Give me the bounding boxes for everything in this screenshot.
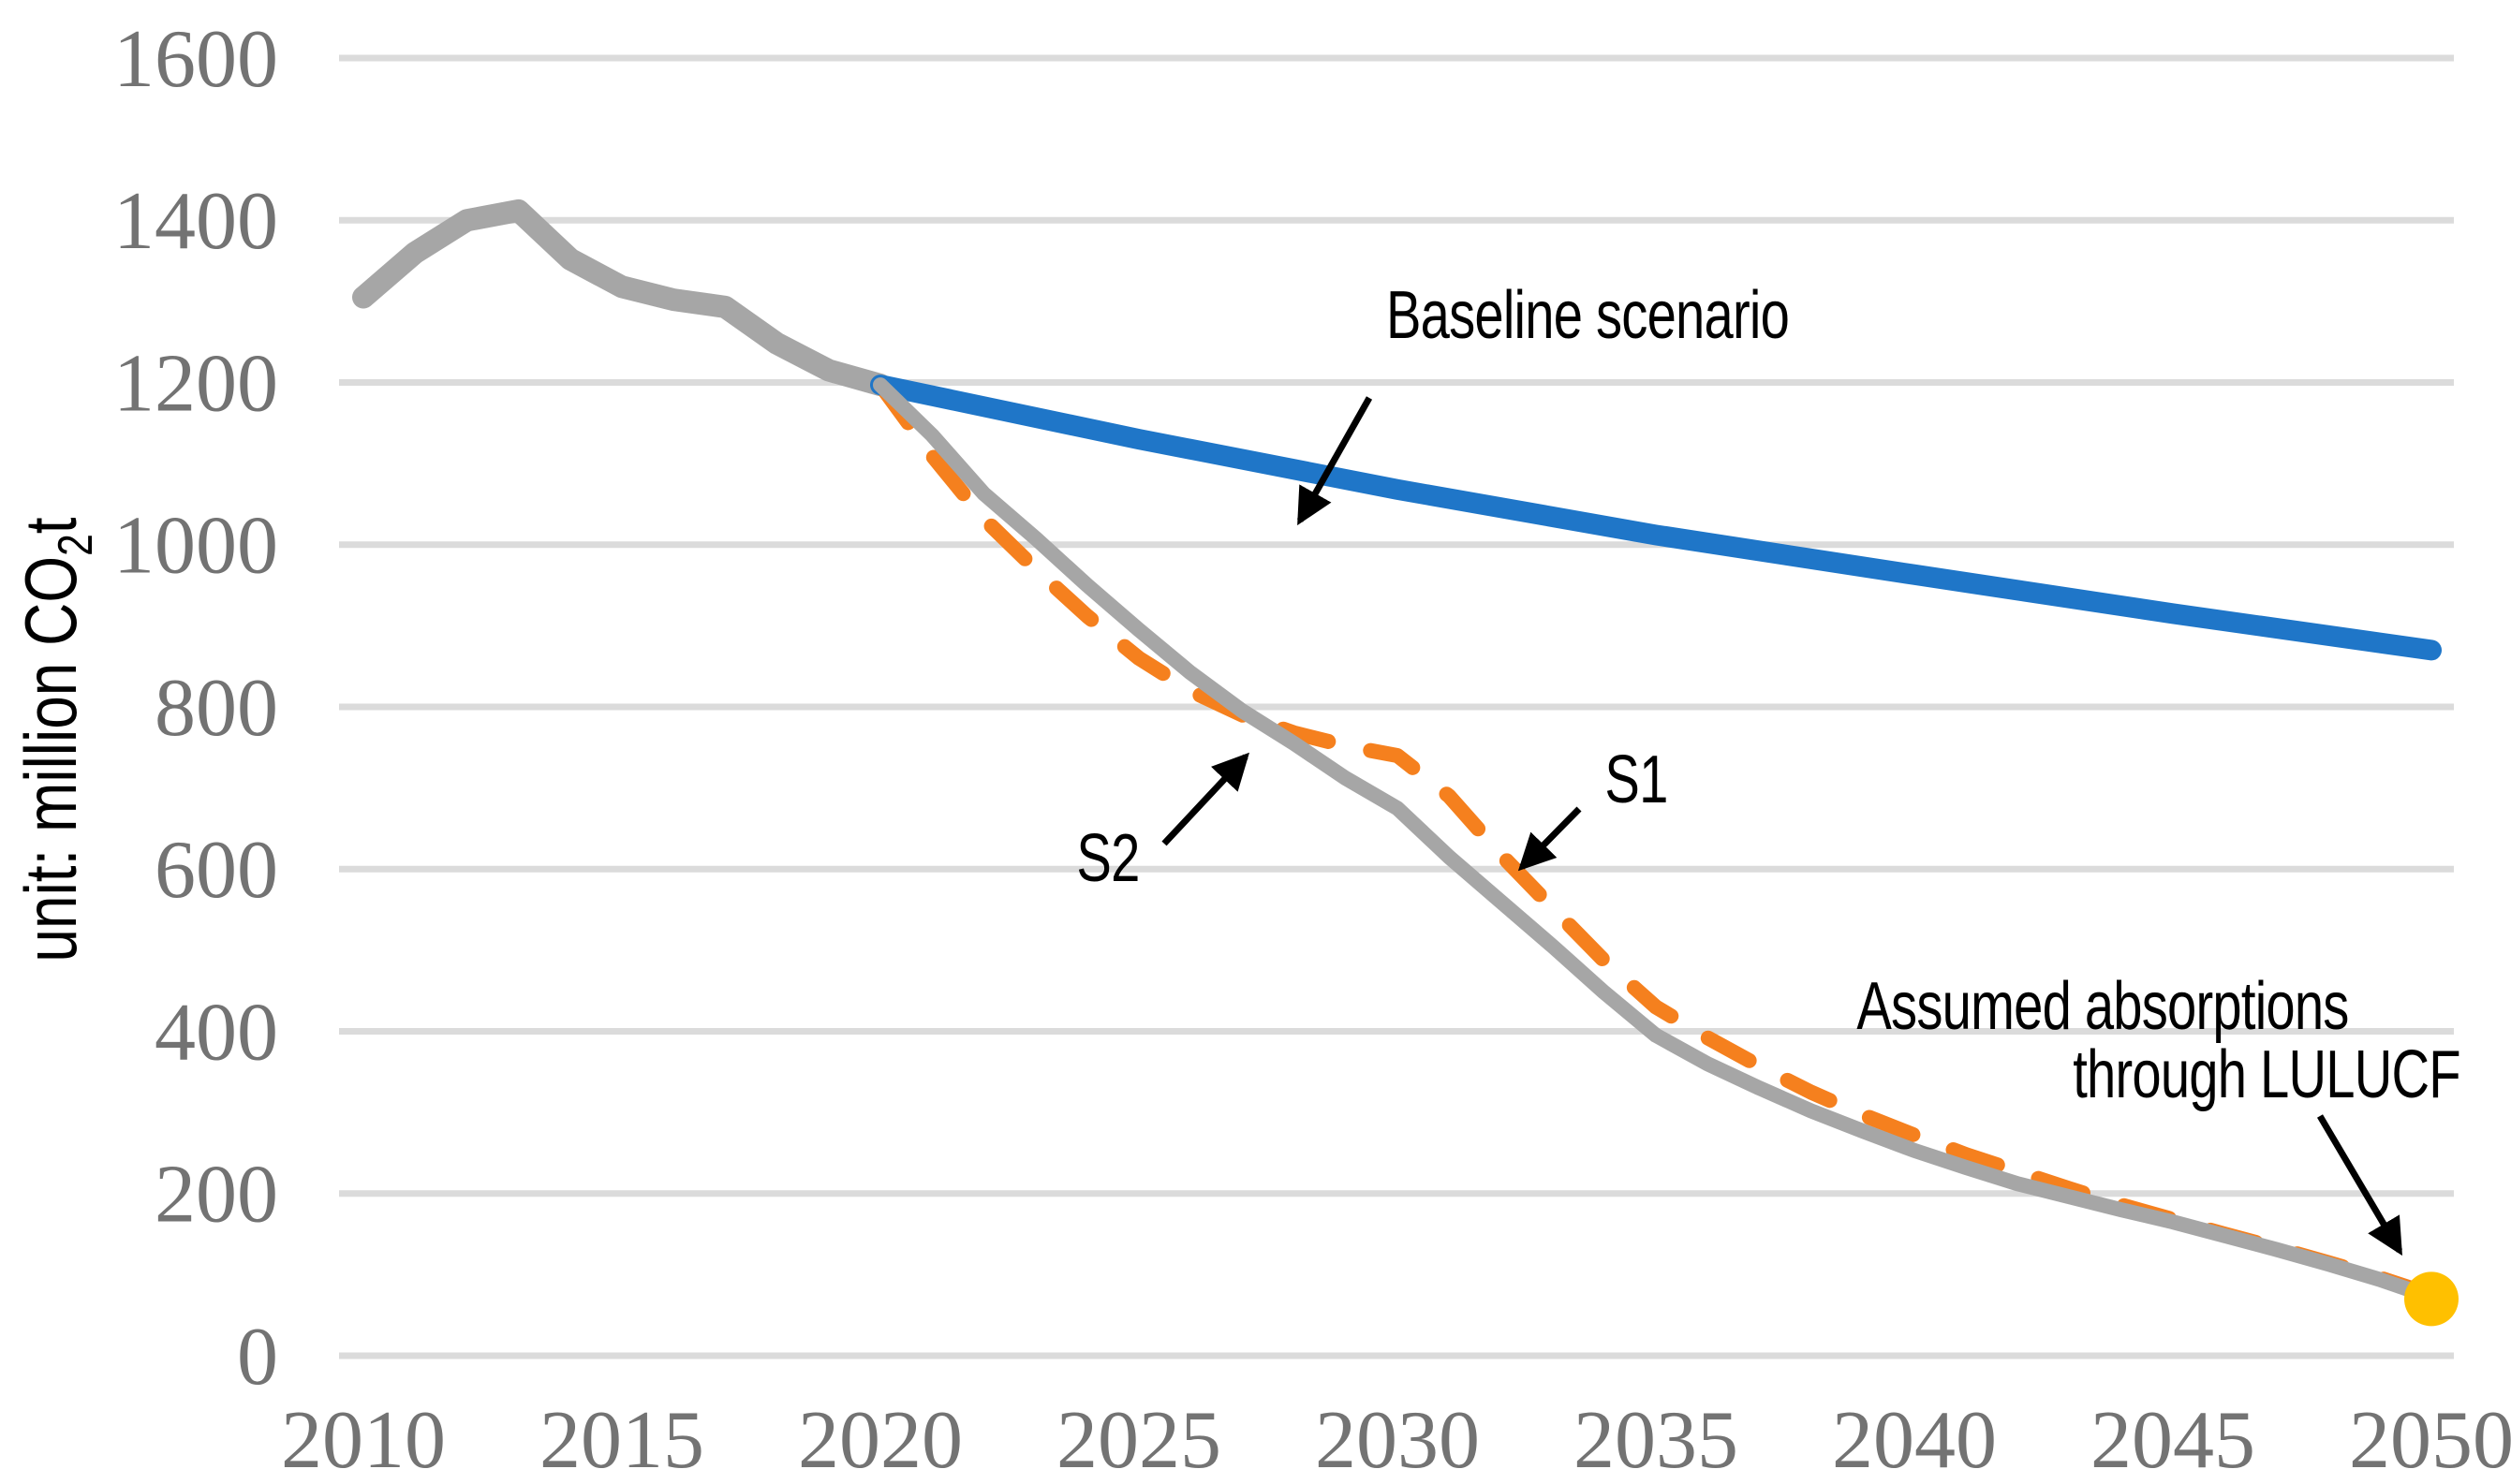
lulucf-point — [2404, 1271, 2459, 1327]
lulucf-arrow — [2316, 1114, 2403, 1256]
s2-arrow — [1161, 752, 1250, 846]
s1-label: S1 — [1604, 742, 1668, 817]
annotation-arrows — [1161, 396, 2403, 1256]
y-axis-title-subscript: 2 — [48, 534, 103, 556]
y-tick-label-1000: 1000 — [113, 501, 278, 592]
y-tick-label-0: 0 — [237, 1312, 278, 1403]
x-tick-label-2030: 2030 — [1315, 1395, 1480, 1484]
x-tick-label-2015: 2015 — [539, 1395, 704, 1484]
y-axis-title-text: unit: million CO — [9, 555, 93, 962]
x-tick-label-2050: 2050 — [2349, 1395, 2511, 1484]
y-tick-label-1600: 1600 — [113, 14, 278, 105]
x-tick-label-2010: 2010 — [281, 1395, 446, 1484]
series-baseline-scenario — [870, 375, 2442, 661]
x-tick-label-2025: 2025 — [1056, 1395, 1221, 1484]
series-historical-emissions — [352, 198, 892, 397]
y-axis-title: unit: million CO2t — [8, 517, 104, 962]
s1-arrow — [1517, 806, 1582, 872]
x-tick-label-2045: 2045 — [2090, 1395, 2255, 1484]
x-tick-label-2020: 2020 — [798, 1395, 963, 1484]
baseline-arrow — [1296, 396, 1373, 526]
series-lines — [352, 198, 2442, 1305]
y-tick-label-1200: 1200 — [113, 338, 278, 429]
y-tick-label-800: 800 — [155, 663, 278, 754]
y-axis-tick-labels: 0 200 400 600 800 1000 1200 1400 1600 — [113, 14, 278, 1403]
y-tick-label-200: 200 — [155, 1150, 278, 1241]
s2-label: S2 — [1076, 821, 1140, 896]
x-tick-label-2040: 2040 — [1832, 1395, 1997, 1484]
y-axis-title-suffix: t — [9, 517, 93, 535]
y-tick-label-600: 600 — [155, 825, 278, 916]
x-axis-tick-labels: 2010 2015 2020 2025 2030 2035 2040 2045 2050 — [281, 1395, 2511, 1484]
gridlines — [339, 54, 2454, 1359]
lulucf-point-layer — [2404, 1271, 2459, 1327]
y-tick-label-1400: 1400 — [113, 176, 278, 267]
lulucf-label-line2: through LULUCF — [2073, 1037, 2460, 1112]
y-tick-label-400: 400 — [155, 987, 278, 1078]
x-tick-label-2035: 2035 — [1573, 1395, 1738, 1484]
series-s2 — [873, 377, 2439, 1305]
lulucf-label-line1: Assumed absorptions — [1856, 969, 2349, 1044]
baseline-scenario-label: Baseline scenario — [1385, 278, 1790, 353]
